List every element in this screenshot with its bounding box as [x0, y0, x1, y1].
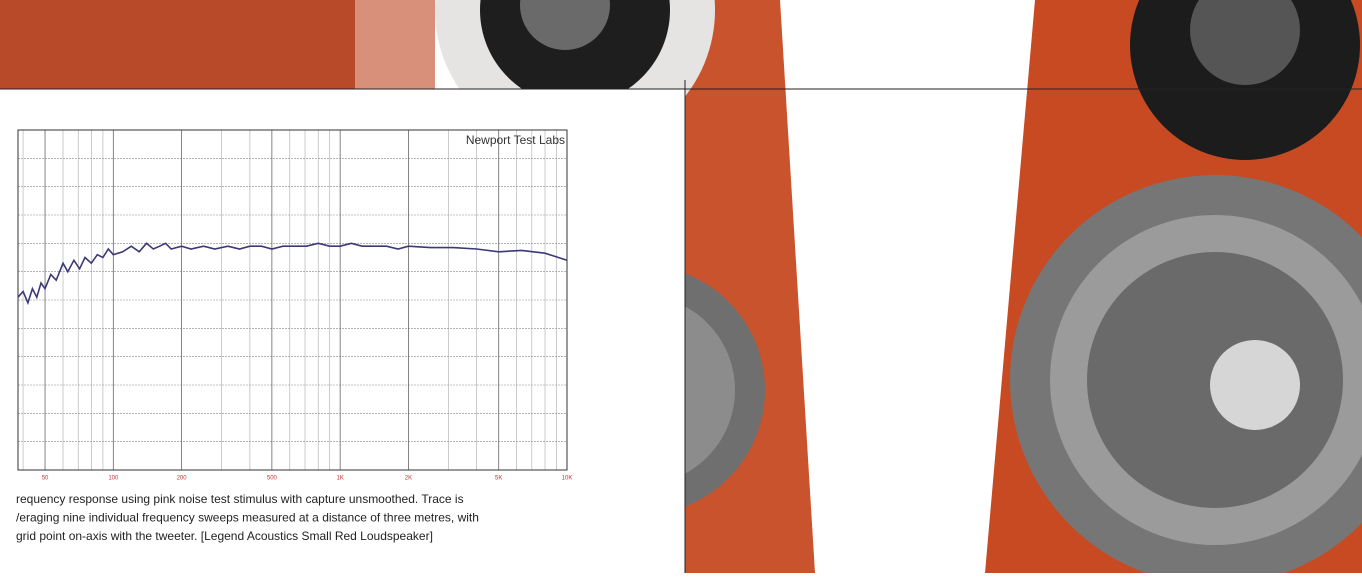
caption-line: requency response using pink noise test …: [16, 492, 464, 506]
x-tick-label: 50: [42, 476, 49, 482]
x-tick-label: 2K: [405, 476, 412, 482]
wood-strip: [0, 0, 355, 90]
x-tick-label: 1K: [336, 476, 343, 482]
wood-edge: [355, 0, 435, 90]
x-tick-label: 10K: [562, 476, 573, 482]
page-canvas: 50 100 200 500 1K 2K 5K 10K Newport Test Labs req…: [0, 0, 1362, 573]
woofer-right-dome: [1210, 340, 1300, 430]
x-tick-label: 5K: [495, 476, 502, 482]
page: 50 100 200 500 1K 2K 5K 10K Newport Test Labs req…: [0, 0, 1362, 578]
annotation: Newport Test Labs: [466, 133, 565, 147]
caption-line: grid point on-axis with the tweeter. [Le…: [16, 529, 433, 543]
x-tick-label: 500: [267, 476, 278, 482]
x-tick-label: 100: [108, 476, 119, 482]
caption-line: /eraging nine individual frequency sweep…: [16, 511, 479, 525]
x-tick-label: 200: [177, 476, 188, 482]
